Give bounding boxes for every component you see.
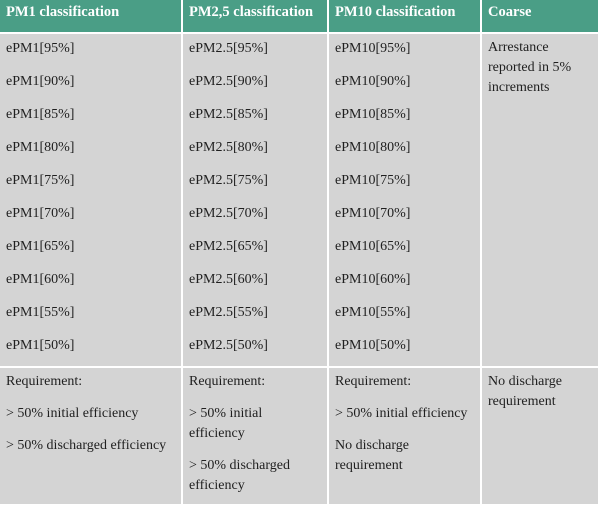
pm10-item: ePM10[90%] [335,74,411,89]
pm25-item: ePM2.5[85%] [189,107,268,122]
pm10-cell: ePM10[95%] ePM10[90%] ePM10[85%] ePM10[8… [329,34,482,366]
requirement-heading: Requirement: [335,374,412,389]
pm1-item: ePM1[55%] [6,305,75,320]
pm1-item: ePM1[90%] [6,74,75,89]
pm10-item: ePM10[75%] [335,173,411,188]
requirement-line: > 50% initial efficiency [6,406,139,421]
requirement-line: > 50% initial efficiency [335,406,468,421]
requirement-line: No discharge requirement [488,374,562,409]
pm1-item: ePM1[65%] [6,239,75,254]
pm25-item: ePM2.5[80%] [189,140,268,155]
requirement-heading: Requirement: [189,374,266,389]
pm10-requirement: Requirement: > 50% initial efficiency No… [329,368,480,484]
pm10-item: ePM10[60%] [335,272,411,287]
requirement-line: > 50% initial efficiency [189,406,263,441]
pm10-list: ePM10[95%] ePM10[90%] ePM10[85%] ePM10[8… [329,34,480,366]
requirement-line: > 50% discharged efficiency [6,438,167,453]
header-pm1: PM1 classification [0,0,183,34]
requirement-heading: Requirement: [6,374,83,389]
pm25-cell: ePM2.5[95%] ePM2.5[90%] ePM2.5[85%] ePM2… [183,34,329,366]
pm1-item: ePM1[95%] [6,41,75,56]
pm1-item: ePM1[80%] [6,140,75,155]
pm25-requirement: Requirement: > 50% initial efficiency > … [183,368,327,504]
pm1-cell: ePM1[95%] ePM1[90%] ePM1[85%] ePM1[80%] … [0,34,183,366]
requirement-line: > 50% discharged efficiency [189,458,290,493]
pm1-item: ePM1[70%] [6,206,75,221]
coarse-description: Arrestance reported in 5% increments [488,40,572,95]
pm25-item: ePM2.5[60%] [189,272,268,287]
requirements-row: Requirement: > 50% initial efficiency > … [0,366,600,504]
coarse-requirement-cell: No discharge requirement [482,366,600,504]
pm10-item: ePM10[55%] [335,305,411,320]
pm25-item: ePM2.5[70%] [189,206,268,221]
pm10-item: ePM10[85%] [335,107,411,122]
pm1-item: ePM1[75%] [6,173,75,188]
pm10-requirement-cell: Requirement: > 50% initial efficiency No… [329,366,482,504]
coarse-requirement: No discharge requirement [482,368,598,420]
pm25-requirement-cell: Requirement: > 50% initial efficiency > … [183,366,329,504]
pm10-item: ePM10[65%] [335,239,411,254]
pm25-item: ePM2.5[75%] [189,173,268,188]
pm25-item: ePM2.5[50%] [189,338,268,353]
pm25-list: ePM2.5[95%] ePM2.5[90%] ePM2.5[85%] ePM2… [183,34,327,366]
pm10-item: ePM10[95%] [335,41,411,56]
pm1-item: ePM1[60%] [6,272,75,287]
header-pm10: PM10 classification [329,0,482,34]
header-pm25: PM2,5 classification [183,0,329,34]
pm1-item: ePM1[85%] [6,107,75,122]
pm1-requirement: Requirement: > 50% initial efficiency > … [0,368,181,464]
header-coarse: Coarse [482,0,600,34]
pm1-requirement-cell: Requirement: > 50% initial efficiency > … [0,366,183,504]
pm25-item: ePM2.5[55%] [189,305,268,320]
classes-row: ePM1[95%] ePM1[90%] ePM1[85%] ePM1[80%] … [0,34,600,366]
pm25-item: ePM2.5[95%] [189,41,268,56]
header-row: PM1 classification PM2,5 classification … [0,0,600,34]
pm10-item: ePM10[50%] [335,338,411,353]
pm10-item: ePM10[70%] [335,206,411,221]
pm10-item: ePM10[80%] [335,140,411,155]
classification-table: PM1 classification PM2,5 classification … [0,0,600,504]
pm1-item: ePM1[50%] [6,338,75,353]
coarse-cell: Arrestance reported in 5% increments [482,34,600,366]
pm1-list: ePM1[95%] ePM1[90%] ePM1[85%] ePM1[80%] … [0,34,181,366]
pm25-item: ePM2.5[90%] [189,74,268,89]
requirement-line: No discharge requirement [335,438,409,473]
pm25-item: ePM2.5[65%] [189,239,268,254]
